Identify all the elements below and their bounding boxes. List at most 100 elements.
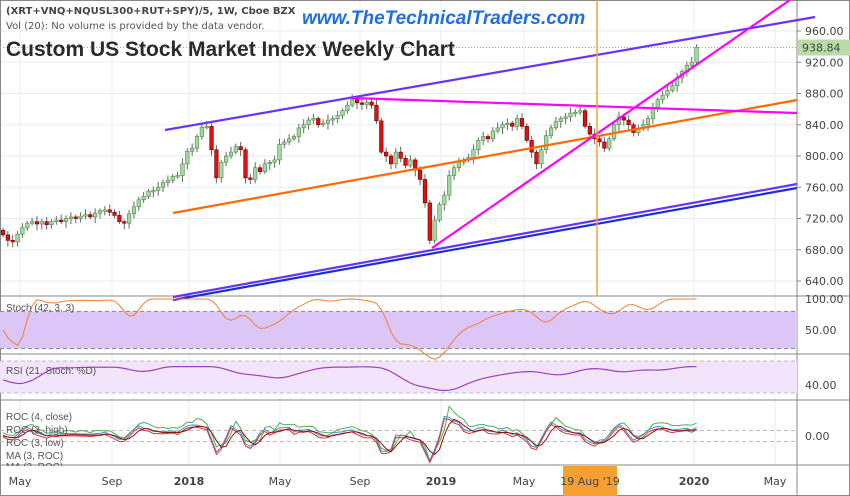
candle-up <box>301 124 306 129</box>
candle-up <box>190 147 195 152</box>
rsi-line <box>2 366 697 392</box>
time-axis-label: Sep <box>350 475 371 488</box>
candle-up <box>325 119 331 124</box>
candle-up <box>320 122 326 126</box>
candle-up <box>350 99 355 106</box>
rsi-band <box>0 361 797 393</box>
candle-up <box>558 118 563 122</box>
candle-down <box>597 138 602 143</box>
roc-legend-close[interactable]: ROC (4, close) <box>6 412 73 423</box>
candle-up <box>432 219 437 241</box>
candle-up <box>25 222 30 229</box>
candle-down <box>122 221 127 224</box>
roc-high-line <box>2 415 697 462</box>
candle-up <box>272 159 277 163</box>
candle-up <box>655 99 660 108</box>
roc-close-line <box>2 405 697 463</box>
candle-up <box>141 196 146 201</box>
candle-down <box>417 169 423 180</box>
candle-down <box>209 126 214 151</box>
candle-down <box>117 215 122 222</box>
candle-up <box>544 135 549 151</box>
candle-up <box>78 215 83 219</box>
website-watermark: www.TheTechnicalTraders.com <box>302 8 586 29</box>
candle-up <box>131 206 137 215</box>
candle-up <box>548 127 554 136</box>
candle-up <box>29 221 35 224</box>
candle-down <box>403 158 408 166</box>
candle-up <box>165 179 171 183</box>
candle-down <box>0 229 6 236</box>
candle-up <box>185 151 190 165</box>
candle-up <box>291 136 297 140</box>
price-tick-label: 640.00 <box>805 275 844 288</box>
roc-legend-low[interactable]: ROC (3, low) <box>6 438 64 449</box>
candle-up <box>340 110 345 116</box>
candle-up <box>442 194 447 205</box>
candle-up <box>136 199 141 208</box>
candle-up <box>15 233 20 243</box>
rsi-legend[interactable]: RSI (21, Stoch: %D) <box>6 366 97 377</box>
candle-up <box>199 126 204 137</box>
candle-down <box>587 126 592 135</box>
last-price-badge <box>798 39 850 56</box>
candle-up <box>93 212 98 218</box>
price-tick-label: 920.00 <box>805 56 844 69</box>
candle-up <box>83 214 88 217</box>
candle-up <box>54 219 59 222</box>
ma-roc-legend[interactable]: MA (3, ROC) <box>6 451 64 462</box>
candle-up <box>233 146 238 153</box>
candle-up <box>194 136 200 149</box>
candle-down <box>582 110 588 127</box>
candle-down <box>602 141 607 149</box>
candle-up <box>568 112 573 118</box>
candle-up <box>495 127 500 132</box>
candle-up <box>471 149 476 158</box>
price-tick-label: 680.00 <box>805 244 844 257</box>
candle-down <box>398 151 403 159</box>
candle-up <box>68 216 73 219</box>
candle-down <box>529 140 534 153</box>
candle-down <box>388 155 394 165</box>
roc-legend-high[interactable]: ROC (3, high) <box>6 425 68 436</box>
candle-up <box>282 141 287 145</box>
volume-note: Vol (20): No volume is provided by the d… <box>6 21 265 32</box>
stoch-line <box>2 298 697 360</box>
candle-up <box>456 161 462 169</box>
candle-up <box>451 167 457 176</box>
candle-down <box>374 104 379 122</box>
time-axis-label: Sep <box>102 475 123 488</box>
lower-channel-line <box>172 182 798 299</box>
candle-up <box>437 204 442 221</box>
candle-up <box>539 149 544 165</box>
orange-trendline <box>172 98 798 215</box>
candle-up <box>20 227 25 235</box>
candle-up <box>694 47 699 63</box>
candle-up <box>49 221 54 226</box>
candle-up <box>39 221 44 225</box>
stoch-tick-label: 50.00 <box>805 324 837 337</box>
chart-title: Custom US Stock Market Index Weekly Char… <box>6 38 455 61</box>
candle-up <box>127 213 132 224</box>
candle-down <box>10 240 15 243</box>
candle-up <box>160 182 166 188</box>
magenta-steep-trendline <box>431 0 791 249</box>
candle-up <box>670 85 675 91</box>
candle-up <box>170 176 175 181</box>
candle-up <box>146 190 151 197</box>
candle-up <box>500 124 505 129</box>
ma-roc-legend-2[interactable]: MA (3, ROC) <box>6 462 63 466</box>
time-axis-label: 2019 <box>426 475 457 488</box>
candle-down <box>384 151 389 157</box>
candle-up <box>573 111 578 115</box>
candle-up <box>296 127 301 137</box>
candle-up <box>156 186 161 191</box>
stoch-legend[interactable]: Stoch (42, 3, 3) <box>6 303 75 314</box>
candle-up <box>364 101 369 105</box>
candle-down <box>88 214 93 218</box>
candle-up <box>102 209 107 212</box>
upper-channel-line <box>164 15 816 132</box>
